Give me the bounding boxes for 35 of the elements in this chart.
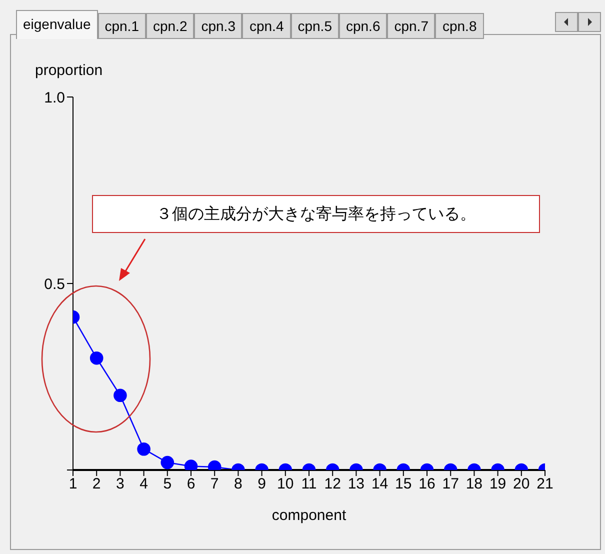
y-axis-title: proportion: [35, 62, 103, 79]
x-axis-title: component: [272, 507, 347, 524]
text: cpn.6: [338, 13, 388, 39]
x-tick-label: 1: [68, 476, 78, 493]
text: cpn.7: [387, 13, 436, 39]
x-tick-label: 7: [210, 476, 219, 493]
x-tick-label: 11: [301, 476, 317, 493]
y-tick-label: 1.0: [44, 89, 65, 106]
x-tick-label: 15: [395, 476, 412, 493]
x-tick-label: 18: [466, 476, 483, 493]
x-tick-label: 16: [418, 476, 436, 493]
text: cpn.8: [435, 13, 484, 39]
text: cpn.4: [242, 13, 291, 39]
x-tick-label: 21: [536, 476, 554, 493]
x-tick-label: 12: [324, 476, 341, 493]
x-tick-label: 5: [163, 476, 172, 493]
text: cpn.3: [194, 13, 242, 39]
text: cpn.2: [146, 13, 194, 39]
x-tick-label: 14: [371, 476, 388, 493]
x-tick-label: 10: [277, 476, 294, 493]
callout-box: ３個の主成分が大きな寄与率を持っている。: [92, 195, 540, 233]
x-tick-label: 19: [489, 476, 506, 493]
text: cpn.1: [98, 13, 146, 39]
x-tick-label: 13: [348, 476, 365, 493]
x-tick-label: 20: [513, 476, 530, 493]
x-tick-label: 9: [258, 476, 266, 493]
text: cpn.5: [290, 13, 339, 39]
text: eigenvalue: [16, 10, 98, 39]
x-tick-label: 17: [442, 476, 459, 493]
x-tick-label: 8: [234, 476, 242, 493]
y-tick-label: 0.5: [44, 276, 65, 293]
x-tick-label: 4: [140, 476, 148, 493]
x-tick-label: 3: [116, 476, 124, 493]
x-tick-label: 6: [186, 476, 196, 493]
x-tick-label: 2: [92, 476, 101, 493]
